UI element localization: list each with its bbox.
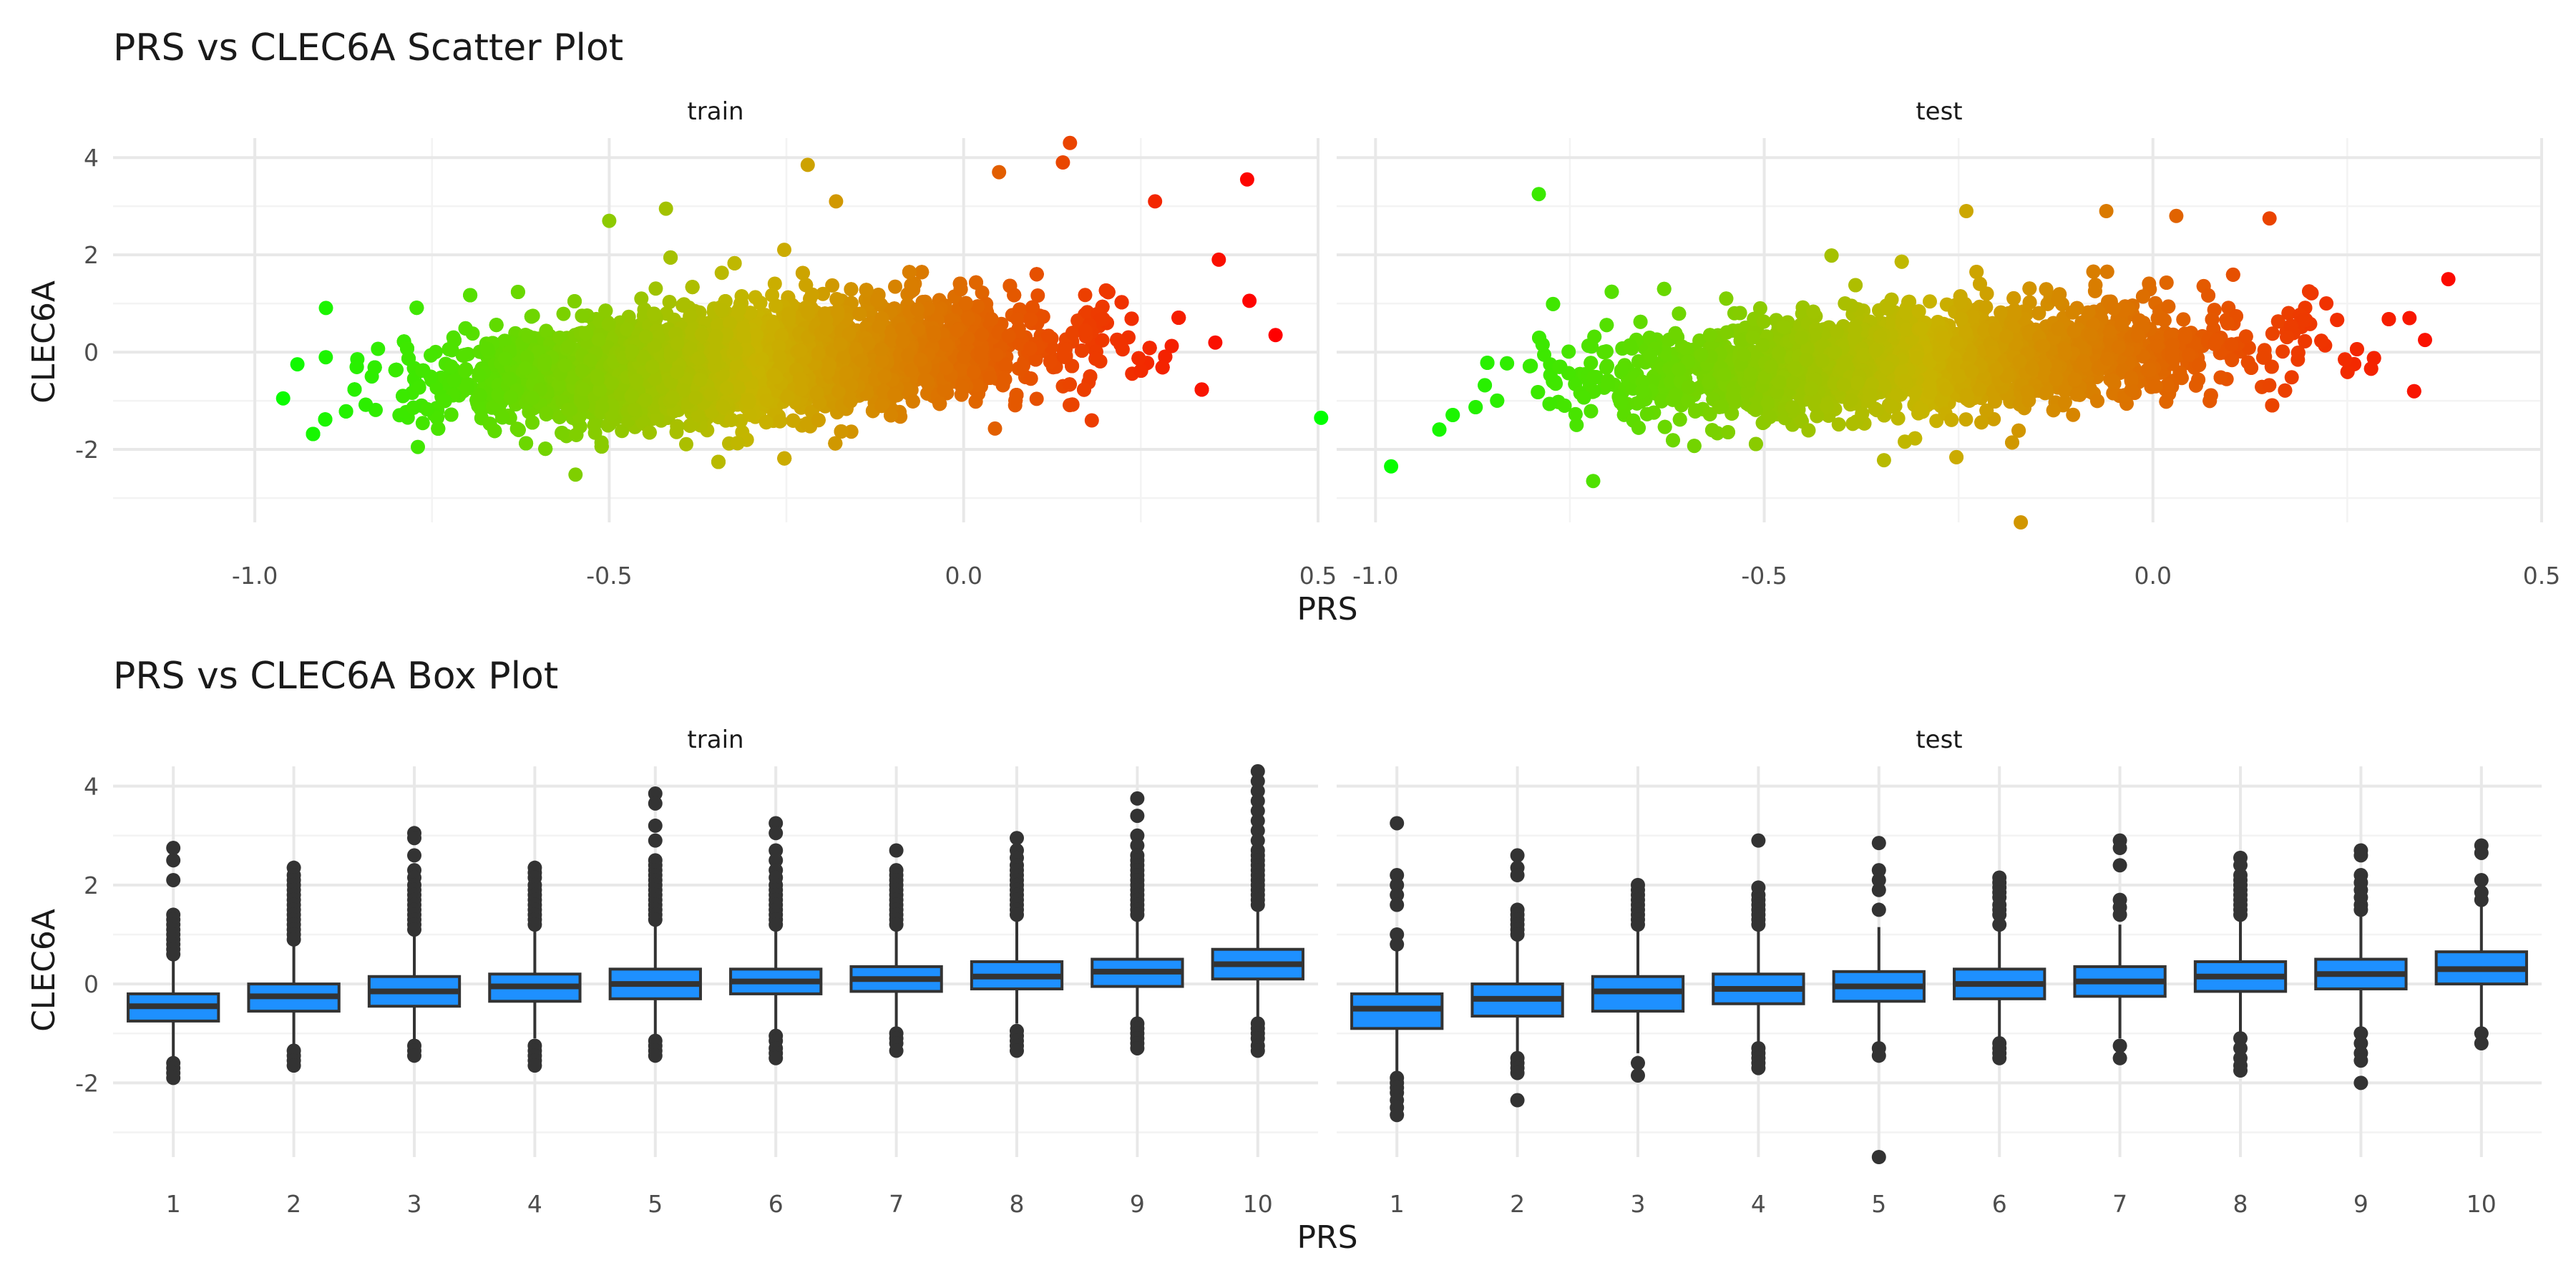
scatter-point	[662, 295, 677, 309]
scatter-point	[556, 306, 571, 321]
scatter-y-tick-label: 4	[84, 144, 99, 172]
scatter-point	[679, 436, 693, 452]
scatter-point	[1030, 288, 1045, 303]
scatter-point	[371, 341, 386, 356]
scatter-x-tick-label: 0.5	[1299, 562, 1337, 590]
scatter-points-train	[275, 135, 1283, 482]
scatter-point	[777, 243, 791, 258]
scatter-point	[1242, 293, 1257, 308]
scatter-point	[1078, 288, 1093, 303]
scatter-point	[634, 291, 649, 306]
scatter-x-tick-label: -1.0	[232, 562, 278, 590]
scatter-title: PRS vs CLEC6A Scatter Plot	[113, 26, 623, 69]
scatter-panel-train: train -1.0 -0.5 0.0 0.5 4 2 0 -2	[75, 97, 1337, 590]
scatter-point	[1164, 338, 1179, 353]
scatter-point	[539, 323, 554, 338]
scatter-point	[615, 424, 630, 439]
scatter-point	[767, 276, 782, 291]
scatter-y-tick-label: -2	[75, 436, 99, 464]
scatter-point	[648, 281, 663, 296]
scatter-x-tick-label: -0.5	[586, 562, 632, 590]
scatter-point	[587, 418, 602, 433]
scatter-y-tick-label: 2	[84, 241, 99, 269]
scatter-point	[816, 286, 831, 301]
scatter-point	[825, 278, 840, 293]
scatter-strip-train: train	[687, 97, 743, 126]
scatter-point	[844, 424, 859, 439]
scatter-y-tick-label: 0	[84, 338, 99, 366]
scatter-point	[714, 265, 729, 280]
scatter-point	[987, 421, 1002, 436]
scatter-point	[888, 279, 902, 294]
scatter-point	[318, 350, 333, 365]
scatter-point	[415, 416, 430, 431]
scatter-x-tick-label: 0.0	[945, 562, 982, 590]
scatter-point	[318, 301, 333, 316]
scatter-point	[1208, 335, 1223, 350]
scatter-point	[1029, 391, 1044, 406]
scatter-point	[1084, 413, 1099, 428]
scatter-point	[568, 467, 583, 482]
scatter-chart: PRS vs CLEC6A Scatter Plot train -1.0 -0.5…	[26, 26, 2560, 628]
